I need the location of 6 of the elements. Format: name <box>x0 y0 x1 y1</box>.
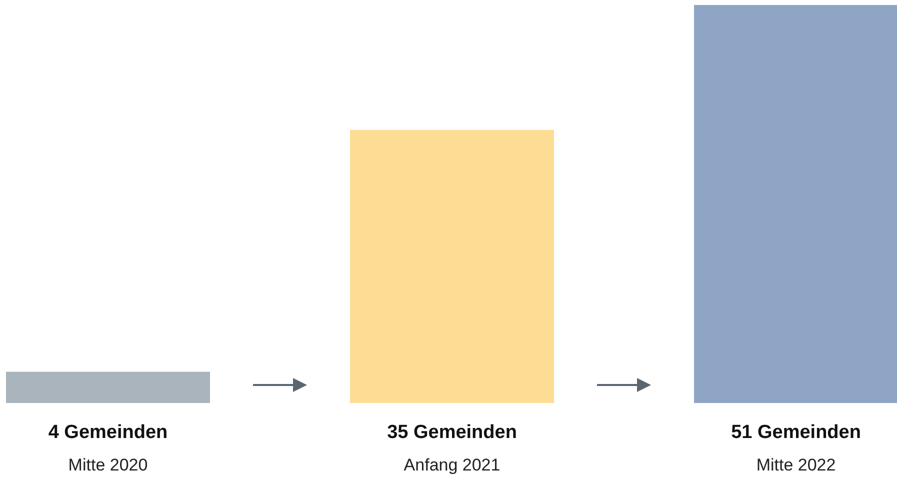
x-tick-label: Mitte 2020 <box>68 456 148 474</box>
data-label: 4 Gemeinden <box>48 422 168 443</box>
x-tick-label: Mitte 2022 <box>756 456 836 474</box>
data-label: 35 Gemeinden <box>387 422 517 443</box>
x-tick-label: Anfang 2021 <box>404 456 500 474</box>
data-label: 51 Gemeinden <box>731 422 861 443</box>
